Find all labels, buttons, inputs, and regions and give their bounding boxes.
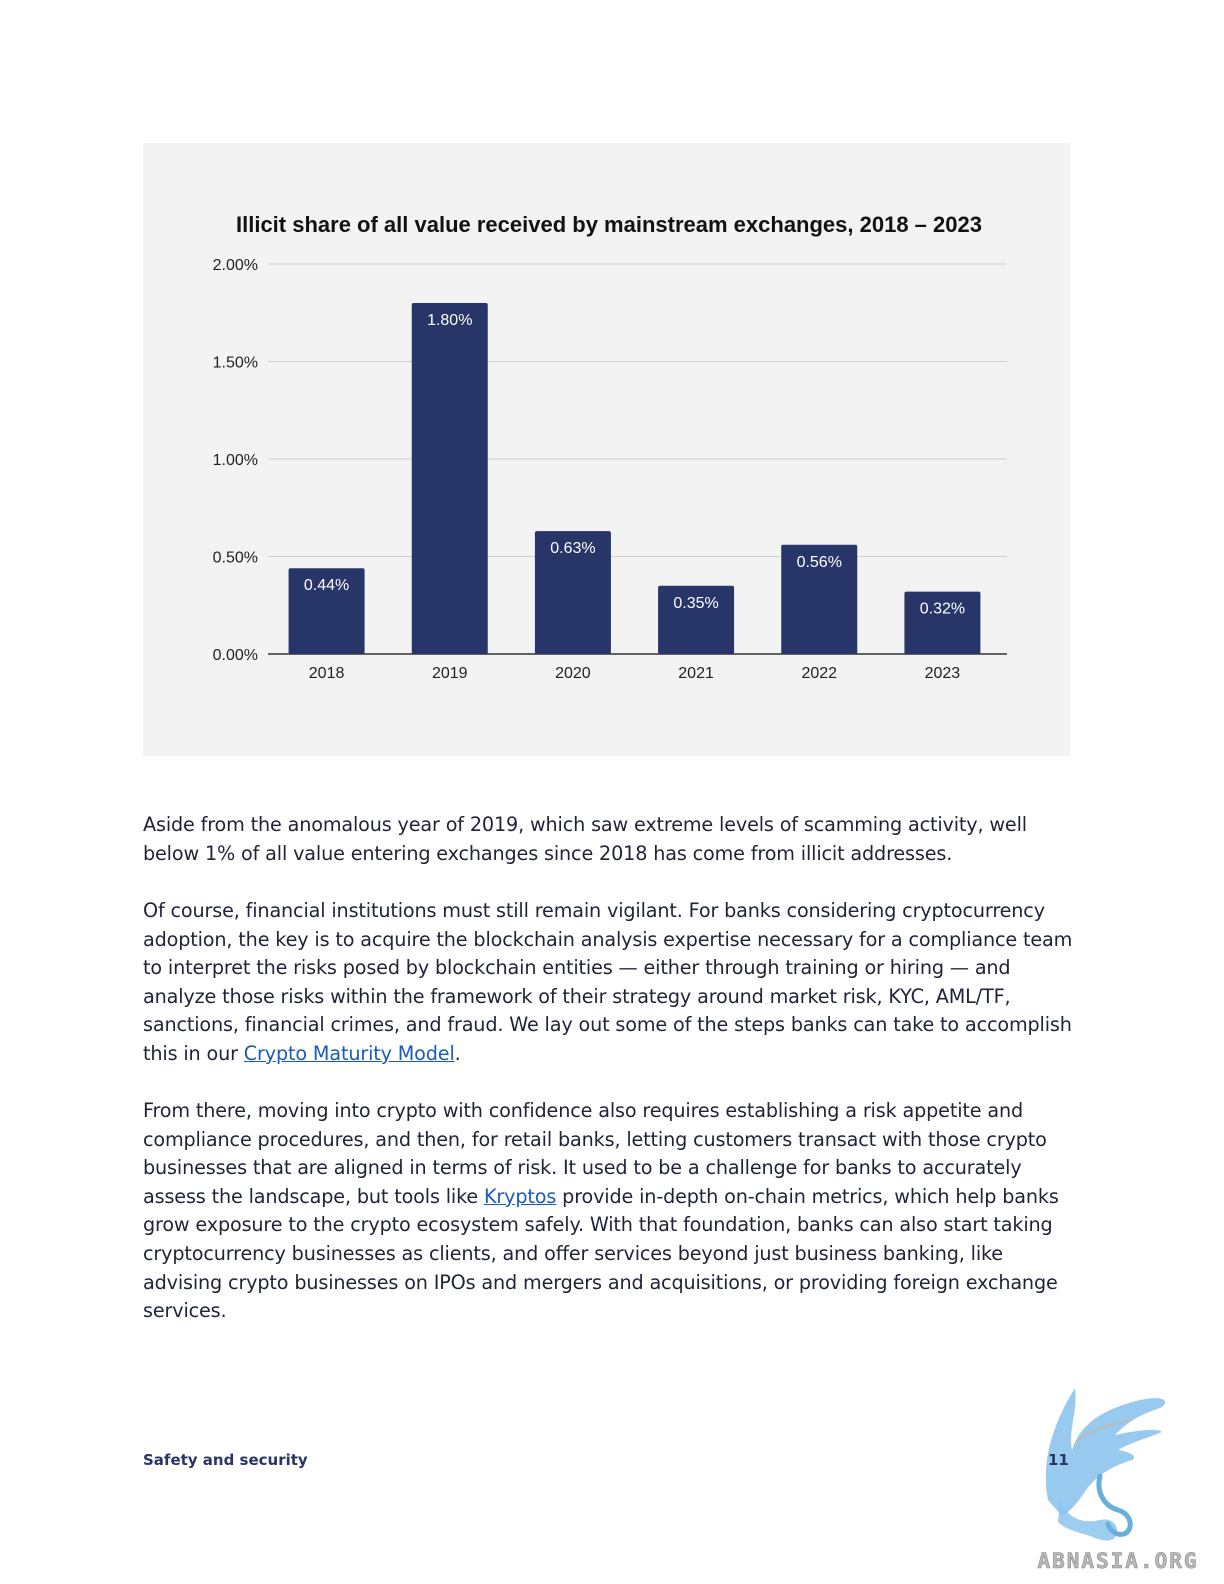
x-tick-label: 2021 (678, 665, 714, 682)
chart-title: Illicit share of all value received by m… (236, 212, 982, 237)
data-label-2021: 0.35% (673, 595, 718, 612)
kryptos-link[interactable]: Kryptos (484, 1184, 557, 1208)
y-tick-label: 0.00% (213, 647, 258, 664)
paragraph-2: Of course, financial institutions must s… (143, 897, 1073, 1069)
paragraph-2-end: . (454, 1041, 461, 1065)
y-tick-label: 0.50% (213, 550, 258, 567)
chart-y-axis: 0.00% 0.50% 1.00% 1.50% 2.00% (213, 257, 258, 664)
paragraph-3: From there, moving into crypto with conf… (143, 1097, 1073, 1326)
x-tick-label: 2023 (925, 665, 961, 682)
bar-2019 (411, 303, 488, 654)
bar-2020 (534, 531, 611, 654)
data-label-2020: 0.63% (550, 540, 595, 557)
data-label-2023: 0.32% (920, 601, 965, 618)
paragraph-3-end: provide in-depth on-chain metrics, which… (143, 1184, 1059, 1323)
paragraph-1: Aside from the anomalous year of 2019, w… (143, 813, 1027, 865)
x-tick-label: 2022 (801, 665, 837, 682)
watermark-text: ABNASIA.ORG (1037, 1549, 1198, 1573)
crypto-maturity-model-link[interactable]: Crypto Maturity Model (243, 1041, 455, 1065)
data-label-2018: 0.44% (304, 577, 349, 594)
chart-x-axis: 2018 2019 2020 2021 2022 2023 (309, 665, 961, 682)
bar-2023 (904, 591, 981, 654)
y-tick-label: 1.50% (213, 355, 258, 372)
y-tick-label: 1.00% (213, 452, 258, 469)
bar-chart: Illicit share of all value received by m… (213, 212, 1007, 682)
footer-page-number: 11 (1048, 1451, 1069, 1469)
bar-2018 (288, 568, 365, 654)
paragraph-2-text: Of course, financial institutions must s… (143, 899, 1073, 1065)
chart-bars: 0.44% 1.80% 0.63% 0.35% 0.56% 0.32% (288, 303, 981, 654)
chart-panel: Illicit share of all value received by m… (143, 143, 1070, 756)
footer-section-title: Safety and security (143, 1451, 308, 1469)
x-tick-label: 2020 (555, 665, 591, 682)
griffin-logo-icon: ABNASIA.ORG (1037, 1388, 1198, 1573)
y-tick-label: 2.00% (213, 257, 258, 274)
data-label-2022: 0.56% (797, 554, 842, 571)
x-tick-label: 2019 (432, 665, 468, 682)
bar-2021 (658, 585, 735, 654)
chart-gridlines (268, 263, 1007, 655)
x-tick-label: 2018 (309, 665, 345, 682)
paragraph-3-text: From there, moving into crypto with conf… (143, 1099, 1047, 1208)
data-label-2019: 1.80% (427, 312, 472, 329)
bar-2022 (781, 544, 858, 654)
